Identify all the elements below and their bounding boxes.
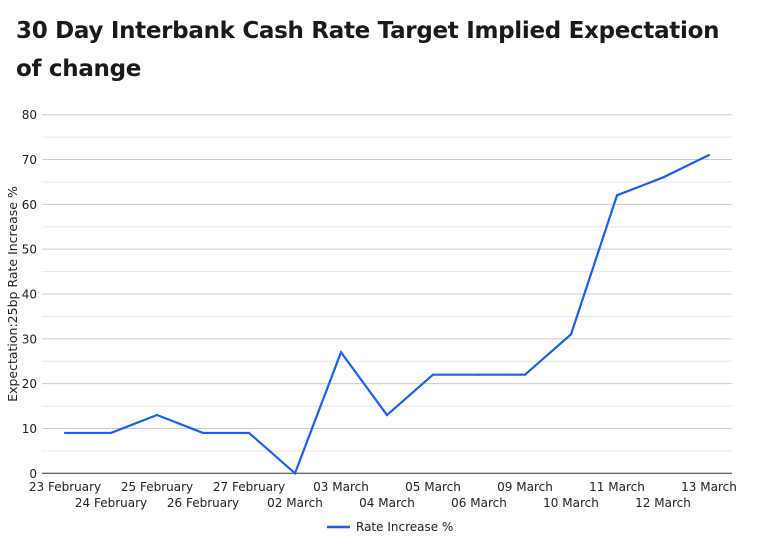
chart-title: 30 Day Interbank Cash Rate Target Implie… [16,18,720,82]
x-axis-ticks: 23 February 24 February 25 February 26 Febr… [29,480,737,510]
y-axis-ticks: 0 10 20 30 40 50 60 70 80 [22,108,37,481]
data-point [293,472,297,475]
data-point [201,431,205,435]
data-point [339,351,343,354]
data-point [523,373,527,376]
y-axis-label: Expectation:25bp Rate Increase % [5,186,20,402]
data-point [707,153,711,157]
data-point [385,413,389,417]
data-point [661,176,665,179]
y-tick-label: 10 [22,422,37,436]
legend-label: Rate Increase % [356,520,453,534]
x-tick-label: 03 March [313,480,369,494]
data-point [477,373,481,376]
x-tick-label: 09 March [497,480,553,494]
y-tick-label: 40 [22,288,37,302]
x-tick-label: 10 March [543,496,599,510]
x-tick-label: 12 March [635,496,691,510]
series-line-rate-increase [65,154,710,476]
data-point [155,413,159,417]
data-point [569,333,573,336]
data-point [431,373,435,376]
x-tick-label: 26 February [167,496,239,510]
x-tick-label: 24 February [75,496,147,510]
x-tick-label: 27 February [213,480,285,494]
x-tick-label: 25 February [121,480,193,494]
x-tick-label: 06 March [451,496,507,510]
series-lines [63,153,711,476]
y-tick-label: 70 [22,153,37,167]
y-tick-label: 50 [22,243,37,257]
x-tick-label: 11 March [589,480,645,494]
data-point [615,194,619,197]
y-tick-label: 0 [29,467,37,481]
y-tick-label: 30 [22,332,37,346]
y-tick-label: 60 [22,198,37,212]
data-point [109,431,113,435]
x-tick-label: 04 March [359,496,415,510]
gridlines [42,114,732,474]
y-tick-label: 20 [22,377,37,391]
x-tick-label: 02 March [267,496,323,510]
x-tick-label: 05 March [405,480,461,494]
data-point [247,431,251,435]
x-tick-label: 23 February [29,480,101,494]
x-tick-label: 13 March [681,480,737,494]
data-point [63,431,67,435]
y-tick-label: 80 [22,108,37,122]
legend[interactable]: Rate Increase % [327,520,453,534]
